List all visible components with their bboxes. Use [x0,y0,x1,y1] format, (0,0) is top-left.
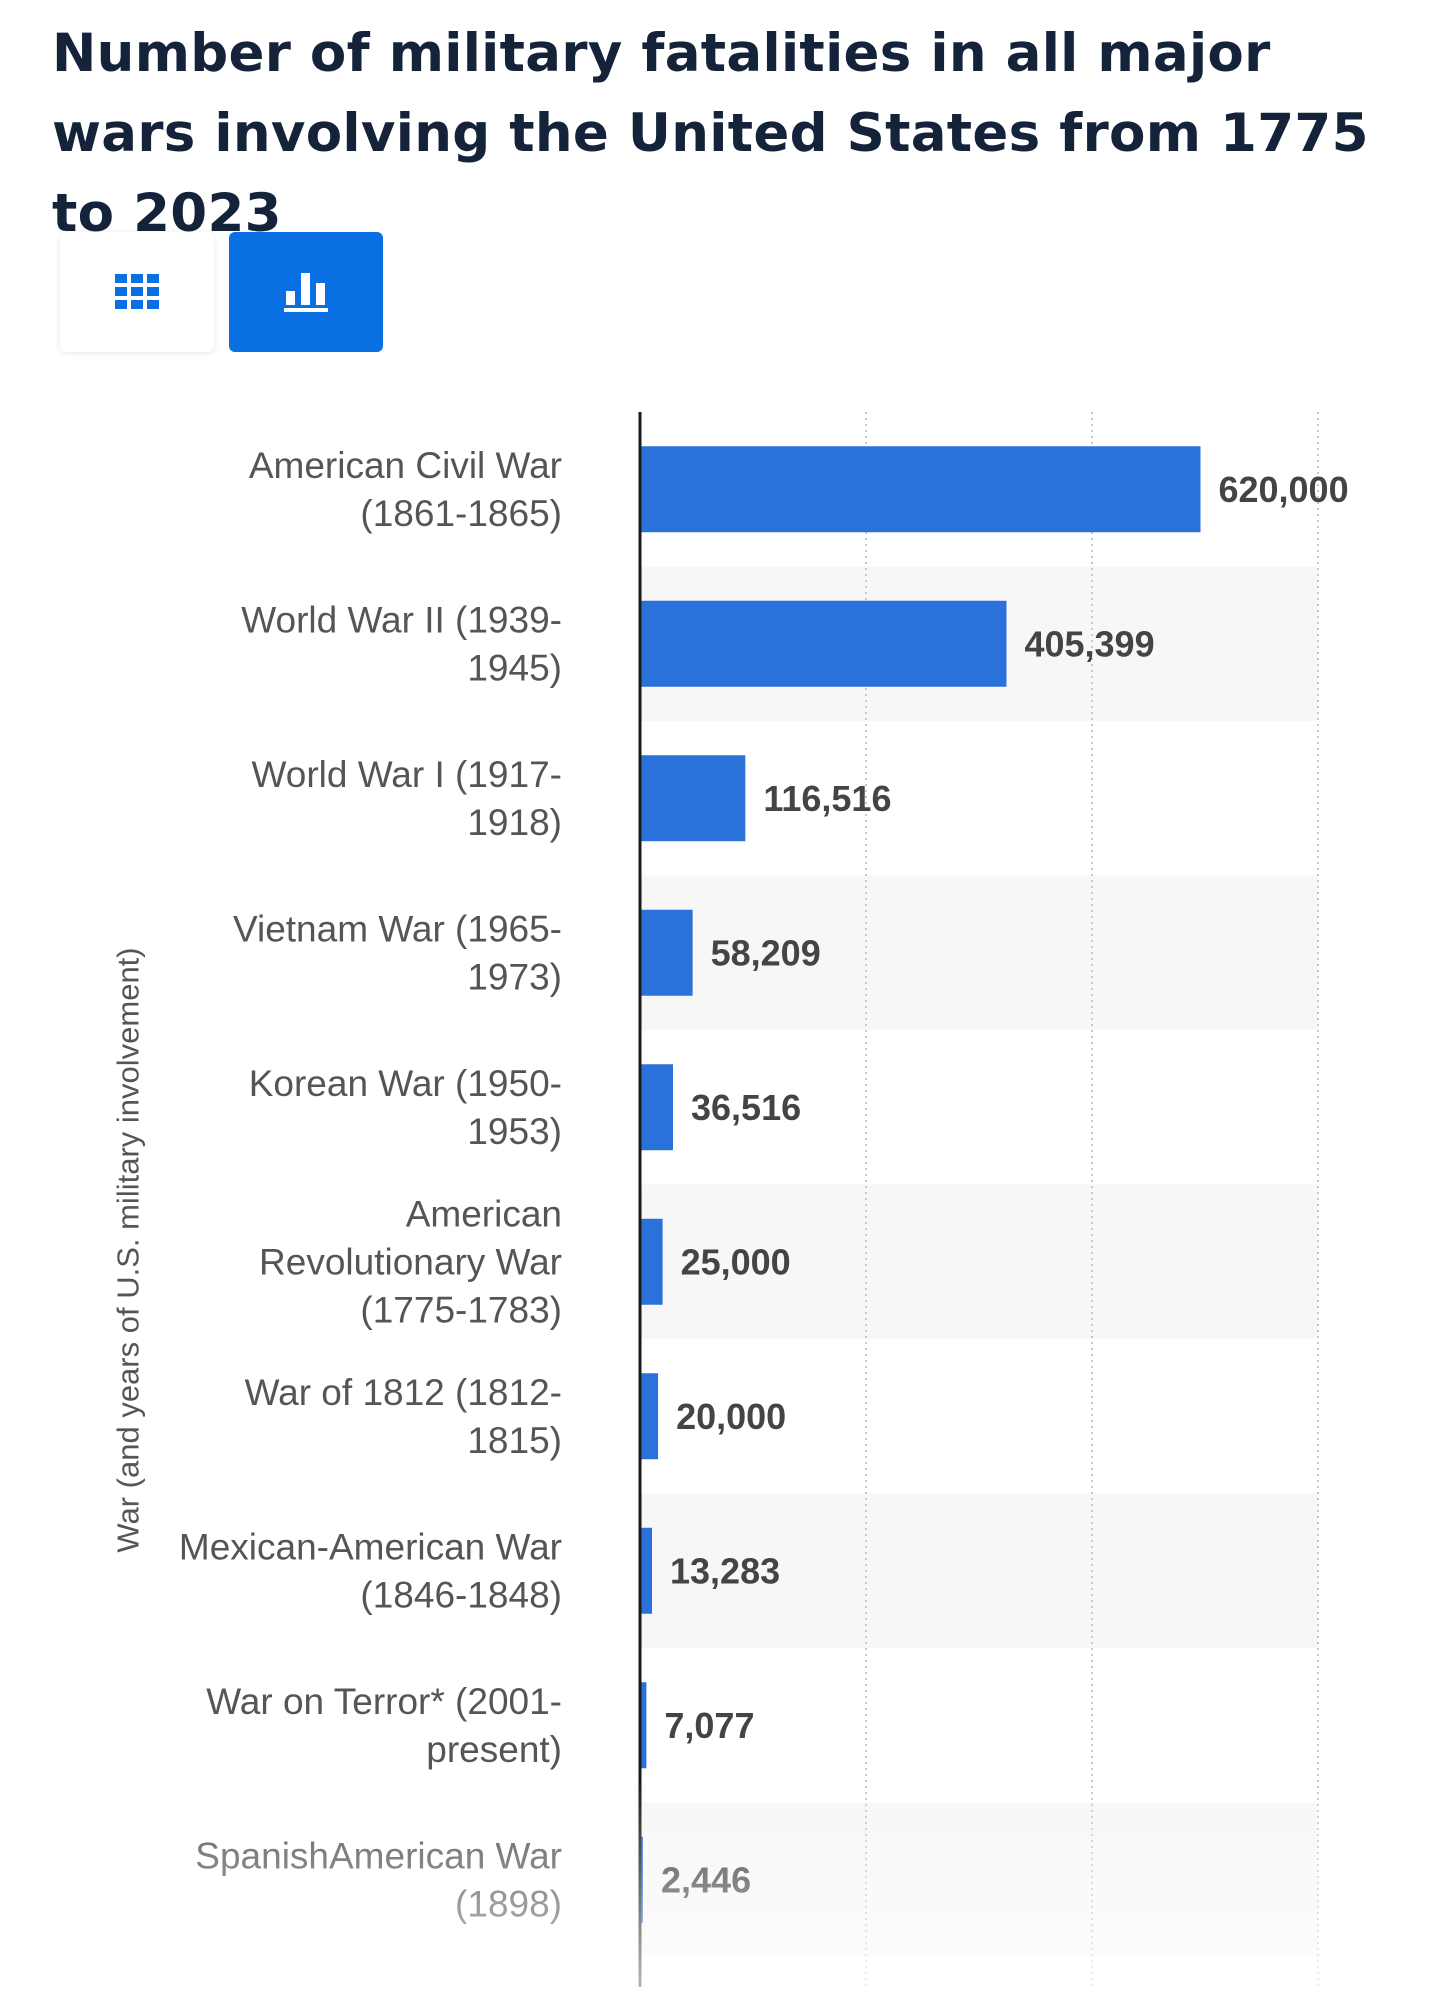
category-label-line: Vietnam War (1965- [233,908,562,949]
value-label: 25,000 [681,1241,791,1282]
category-label-line: 1945) [467,647,562,688]
category-label-line: 1815) [467,1420,562,1461]
category-label-line: present) [426,1729,562,1770]
category-label-line: (1898) [455,1883,562,1924]
category-label-line: American Civil War [249,445,562,486]
bar [640,909,693,996]
category-label: War on Terror* (2001- present) [206,1681,562,1770]
category-label-line: War of 1812 (1812- [245,1372,562,1413]
category-label: American Revolutionary War (1775-1783) [259,1193,562,1330]
category-label: Korean War (1950- 1953) [249,1063,562,1152]
category-label-line: World War II (1939- [241,599,562,640]
category-label-line: World War I (1917- [252,754,562,795]
category-label-line: Korean War (1950- [249,1063,562,1104]
category-label-line: (1775-1783) [360,1289,562,1330]
bar [640,446,1201,533]
bar-chart-icon [284,273,328,312]
chart-view-button[interactable] [229,232,383,352]
value-label: 58,209 [711,932,821,973]
row-band [640,1493,1318,1648]
category-label: American Civil War (1861-1865) [249,445,562,534]
value-label: 405,399 [1024,623,1154,664]
value-label: 36,516 [691,1087,801,1128]
category-label: World War I (1917- 1918) [252,754,562,843]
value-label: 2,446 [661,1859,751,1900]
category-label: World War II (1939- 1945) [241,599,562,688]
bar [640,1373,659,1460]
category-label: Mexican-American War (1846-1848) [179,1526,562,1615]
value-label: 7,077 [664,1705,754,1746]
category-label-line: American [406,1193,562,1234]
category-label-line: 1953) [467,1111,562,1152]
bar [640,1064,674,1151]
category-label: SpanishAmerican War (1898) [195,1835,562,1924]
bar [640,1682,647,1769]
category-label-line: 1918) [467,802,562,843]
value-label: 20,000 [676,1396,786,1437]
category-label-line: War on Terror* (2001- [206,1681,562,1722]
bar [640,755,746,842]
row-band [640,1184,1318,1339]
bar [640,600,1007,687]
bar-chart: 620,000 American Civil War (1861-1865) 405,… [111,412,1349,1987]
category-label-line: Mexican-American War [179,1526,562,1567]
value-label: 13,283 [670,1550,780,1591]
category-label-line: (1861-1865) [360,493,562,534]
bar [640,1218,663,1305]
chart-area: 620,000 American Civil War (1861-1865) 405,… [0,400,1440,2005]
value-label: 116,516 [763,778,891,819]
table-view-button[interactable] [60,232,214,352]
row-band [640,875,1318,1030]
grid-icon [115,274,159,309]
page-title: Number of military fatalities in all maj… [52,23,1369,244]
y-axis-title: War (and years of U.S. military involvem… [111,947,146,1552]
category-label-line: 1973) [467,956,562,997]
category-label-line: (1846-1848) [360,1574,562,1615]
value-label: 620,000 [1218,469,1348,510]
category-label-line: Revolutionary War [259,1241,562,1282]
bar [640,1527,653,1614]
category-label: War of 1812 (1812- 1815) [245,1372,562,1461]
category-label-line: SpanishAmerican War [195,1835,562,1876]
category-label: Vietnam War (1965- 1973) [233,908,562,997]
